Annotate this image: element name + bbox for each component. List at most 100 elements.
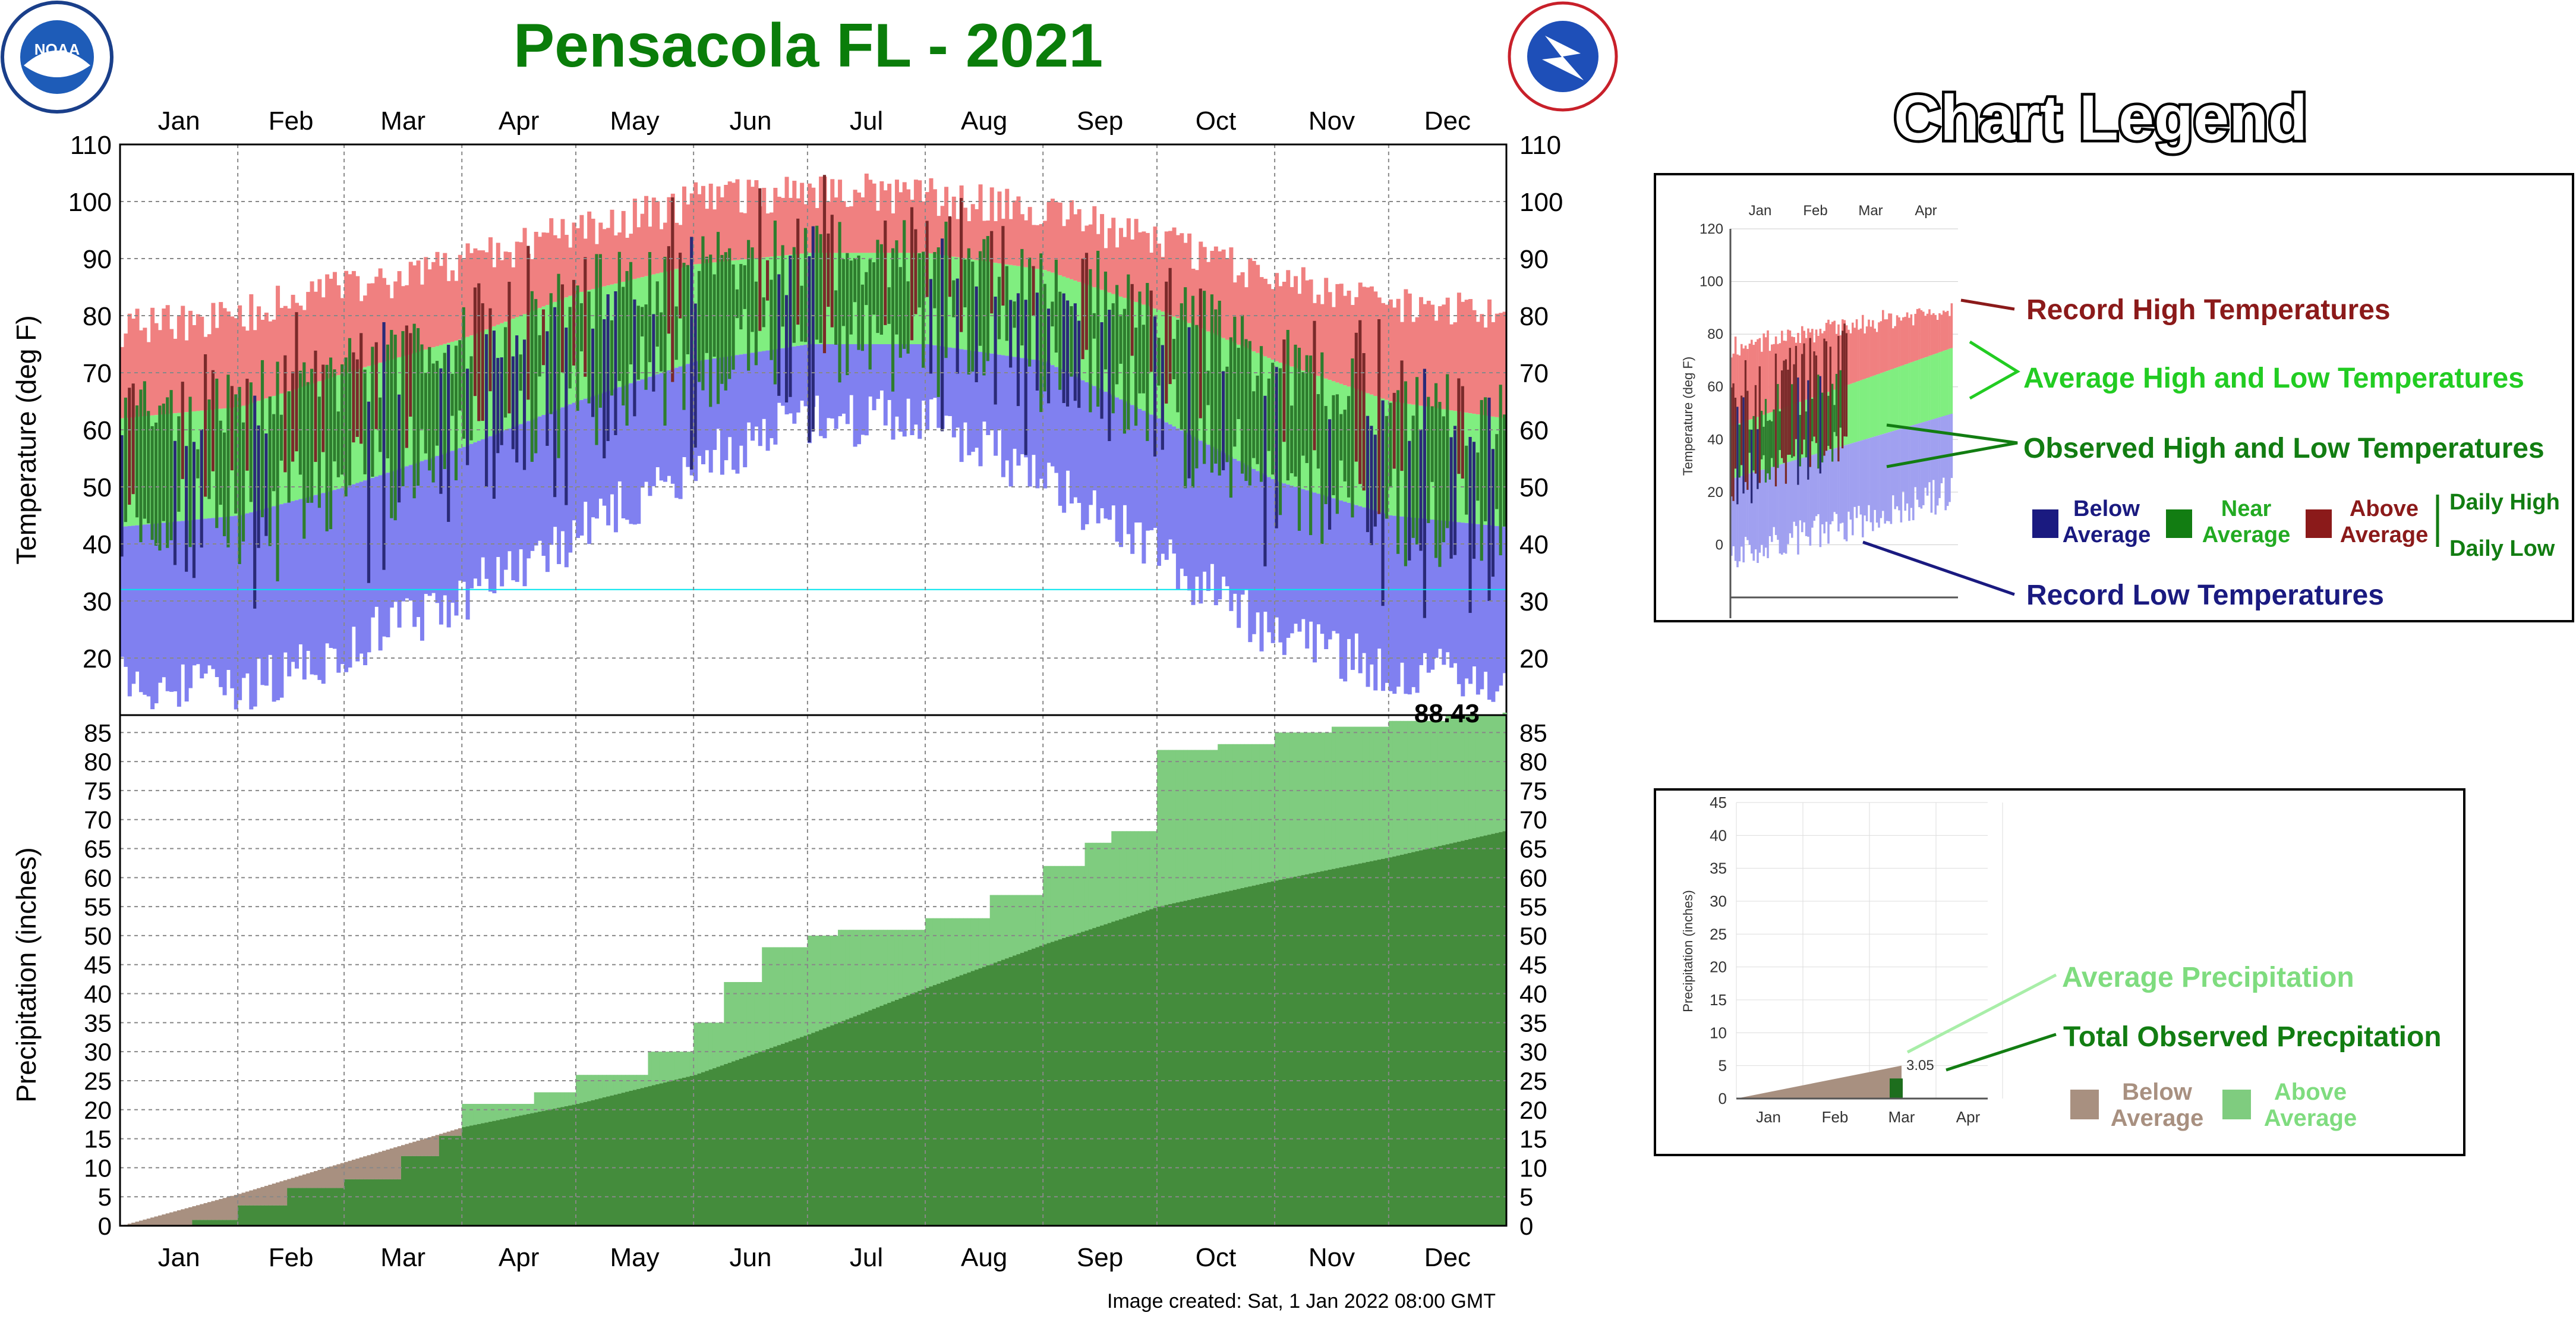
record-low-bar (1347, 502, 1351, 640)
record-high-bar (439, 266, 443, 345)
legend-record-low-bar (1924, 421, 1927, 488)
precip-observed-bar (200, 1220, 204, 1226)
record-high-bar (1180, 233, 1184, 320)
precip-tick-label-right: 5 (1519, 1183, 1533, 1211)
precip-above-bar (1256, 744, 1260, 885)
precip-normal-bar (925, 987, 930, 1226)
record-low-bar (245, 513, 250, 674)
observed-temp-bar (625, 270, 629, 426)
precip-observed-bar (283, 1205, 288, 1226)
legend-record-high-bar (1831, 322, 1834, 391)
legend-normal-bar (1849, 383, 1852, 444)
legend-record-low-bar (1845, 445, 1848, 542)
precip-normal-bar (477, 1124, 481, 1226)
precip-above-bar (1267, 744, 1272, 883)
observed-temp-bar (1165, 281, 1168, 404)
legend-record-low-bar (1872, 437, 1874, 531)
record-high-bar (579, 215, 584, 292)
record-low-bar (1043, 361, 1048, 489)
record-high-bar (222, 308, 227, 409)
record-low-bar (1464, 523, 1469, 679)
record-high-bar (777, 196, 781, 256)
legend-record-low-bar (1950, 414, 1953, 479)
record-high-bar (184, 340, 189, 413)
record-high-bar (344, 270, 349, 373)
precip-below-bar (336, 1164, 341, 1188)
precip-observed-bar (332, 1188, 337, 1226)
precip-above-bar (1100, 842, 1105, 926)
record-high-bar (363, 295, 368, 367)
record-low-bar (894, 344, 899, 417)
record-low-bar (648, 376, 652, 496)
precip-normal-bar (1156, 907, 1161, 1226)
record-low-bar (283, 503, 288, 653)
precip-observed-bar (219, 1220, 223, 1226)
precip-tick-label-right: 75 (1519, 777, 1547, 805)
record-high-bar (1494, 313, 1499, 417)
precip-normal-bar (689, 1075, 694, 1226)
precip-normal-bar (845, 1019, 850, 1226)
precip-normal-bar (1354, 864, 1359, 1226)
precip-tick-label-left: 45 (84, 951, 112, 979)
record-high-bar (898, 192, 903, 253)
observed-temp-bar (860, 284, 864, 351)
legend-record-low-bar (1934, 418, 1937, 515)
record-low-bar (1392, 515, 1397, 694)
observed-temp-bar (610, 320, 614, 396)
legend-record-low-bar (1823, 451, 1825, 534)
observed-temp-bar (1100, 322, 1103, 419)
precip-below-bar (176, 1210, 181, 1226)
precip-normal-bar (648, 1086, 652, 1226)
observed-temp-bar (1240, 314, 1244, 474)
legend-record-low-bar (1896, 430, 1899, 506)
legend-record-low-bar (1764, 468, 1767, 548)
record-low-bar (1218, 451, 1222, 600)
precip-normal-bar (1392, 856, 1397, 1226)
precip-above-bar (522, 1104, 527, 1115)
record-high-bar (1183, 243, 1188, 322)
record-high-bar (351, 270, 356, 371)
record-high-bar (1187, 233, 1192, 323)
record-low-bar (841, 344, 846, 414)
observed-temp-bar (538, 335, 541, 377)
record-high-bar (446, 281, 451, 343)
legend-temp-tick: 0 (1716, 537, 1723, 553)
record-high-bar (1385, 304, 1389, 400)
record-high-bar (1149, 253, 1154, 307)
observed-temp-bar (177, 416, 181, 512)
legend-record-high-bar (1734, 336, 1737, 425)
legend-record-low-bar (1875, 436, 1878, 523)
record-low-bar (1115, 397, 1120, 542)
record-low-bar (868, 344, 873, 397)
record-low-bar (431, 457, 436, 593)
record-low-bar (617, 387, 622, 482)
record-low-bar (389, 471, 394, 608)
precip-normal-bar (1328, 869, 1332, 1226)
normal-range-bar (925, 253, 930, 344)
record-low-bar (538, 416, 543, 541)
observed-temp-bar (557, 273, 560, 458)
record-high-bar (1232, 282, 1237, 344)
precip-observed-bar (192, 1220, 197, 1226)
legend-normal-bar (1910, 362, 1913, 426)
precip-normal-bar (484, 1122, 489, 1226)
precip-below-bar (241, 1192, 246, 1206)
record-high-bar (651, 197, 656, 275)
precip-observed-bar (424, 1156, 428, 1226)
record-low-bar (138, 525, 143, 693)
record-low-bar (1142, 411, 1146, 564)
observed-temp-bar (887, 287, 891, 324)
record-high-bar (940, 206, 945, 256)
observed-temp-bar (485, 334, 488, 487)
observed-temp-bar (667, 246, 671, 334)
observed-temp-bar (143, 381, 146, 519)
record-high-bar (891, 213, 896, 253)
legend-precip-tick: 0 (1719, 1090, 1727, 1107)
legend-record-low-bar (1771, 467, 1773, 542)
precip-normal-bar (1050, 942, 1055, 1226)
record-high-bar (1475, 322, 1480, 415)
record-low-bar (386, 473, 390, 638)
observed-temp-bar (360, 333, 363, 444)
observed-temp-bar (522, 339, 526, 470)
